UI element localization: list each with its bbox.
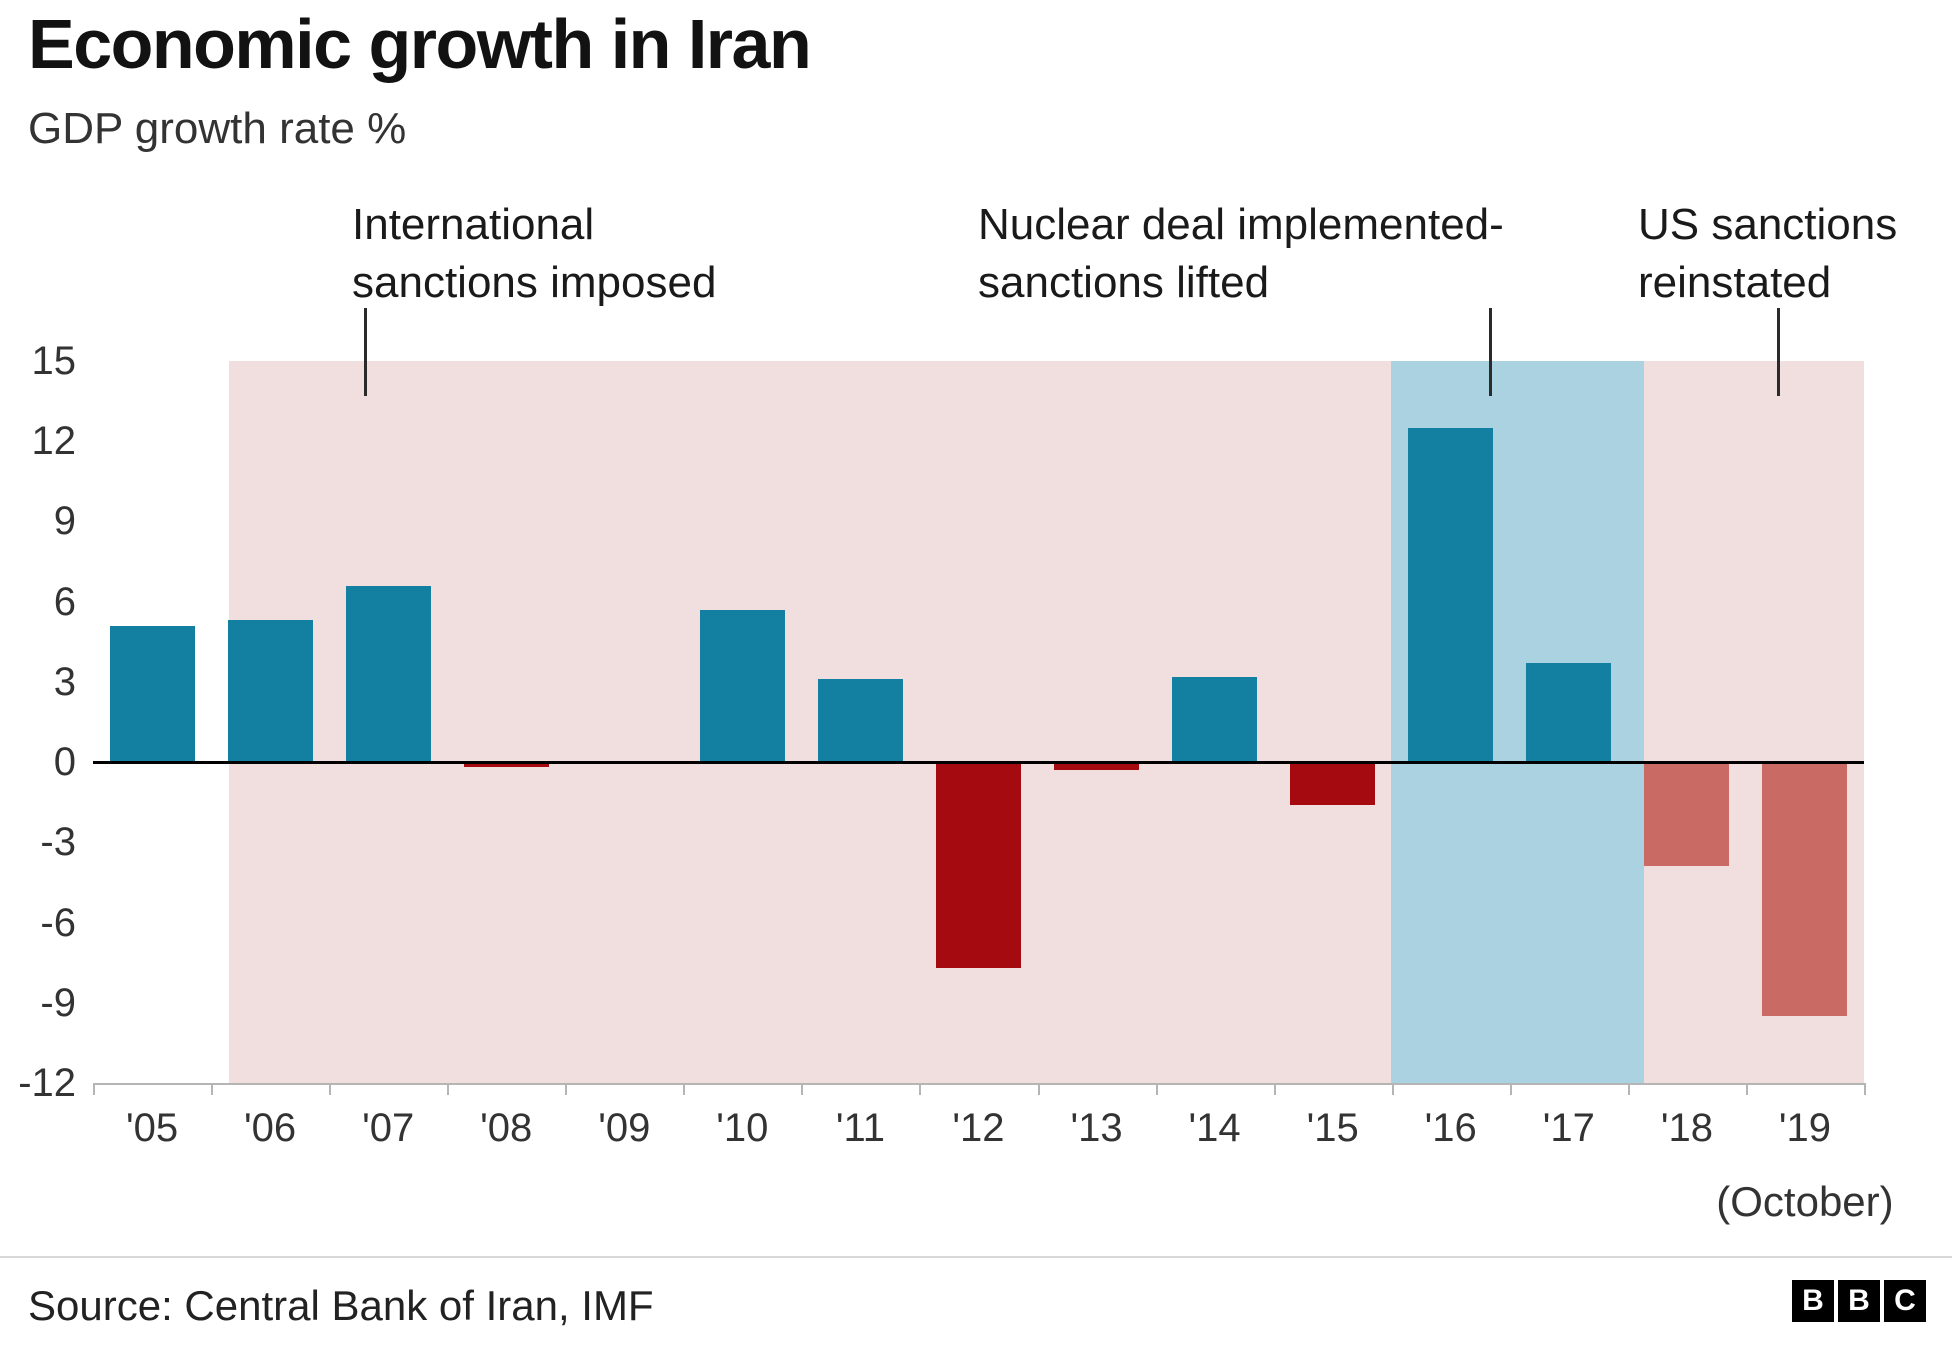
bbc-logo-letter-c: C	[1884, 1280, 1926, 1322]
page-title: Economic growth in Iran	[28, 5, 812, 83]
bbc-logo-letter-b2: B	[1838, 1280, 1880, 1322]
annotation-text-line: sanctions imposed	[352, 258, 717, 307]
x-axis-tick	[801, 1083, 804, 1095]
annotation-text-0: International sanctions imposed	[352, 196, 716, 312]
y-tick-label-0: 0	[53, 740, 76, 785]
y-tick-label--6: -6	[40, 900, 76, 945]
bbc-logo-letter-b1: B	[1792, 1280, 1834, 1322]
bar-07	[345, 585, 431, 763]
bar-13	[1054, 762, 1140, 771]
footer-divider	[0, 1256, 1952, 1258]
x-tick-label-16: '16	[1424, 1106, 1477, 1150]
zero-axis-line	[93, 760, 1864, 764]
annotation-text-line: Nuclear deal implemented-	[978, 200, 1504, 249]
annotation-text-1: Nuclear deal implemented-sanctions lifte…	[978, 196, 1504, 312]
annotation-text-line: sanctions lifted	[978, 258, 1270, 307]
bar-05	[109, 625, 195, 763]
x-axis-tick	[1627, 1083, 1630, 1095]
y-tick-label--9: -9	[40, 980, 76, 1025]
x-tick-label-08: '08	[480, 1106, 533, 1150]
x-axis-tick	[1037, 1083, 1040, 1095]
x-tick-label-11: '11	[835, 1106, 885, 1150]
bar-14	[1172, 676, 1258, 763]
bar-08	[463, 762, 549, 768]
annotation-text-line: US sanctions	[1638, 200, 1898, 249]
annotation-text-line: International	[352, 200, 595, 249]
x-axis-tick	[1391, 1083, 1394, 1095]
x-axis-tick	[1745, 1083, 1748, 1095]
x-tick-label-09: '09	[598, 1106, 651, 1150]
x-axis-note: (October)	[1716, 1178, 1894, 1225]
bar-11	[817, 679, 903, 763]
annotation-text-line: reinstated	[1638, 258, 1832, 307]
source-text: Source: Central Bank of Iran, IMF	[28, 1282, 654, 1329]
bar-06	[227, 620, 313, 763]
x-axis-tick	[919, 1083, 922, 1095]
x-tick-label-10: '10	[716, 1106, 769, 1150]
y-tick-label--3: -3	[40, 820, 76, 865]
x-tick-label-19: '19	[1778, 1106, 1832, 1150]
annotation-line-0	[364, 308, 367, 396]
x-axis-tick	[329, 1083, 332, 1095]
x-axis-tick	[1273, 1083, 1276, 1095]
x-tick-label-17: '17	[1542, 1106, 1595, 1150]
x-axis-tick	[565, 1083, 568, 1095]
x-tick-label-13: '13	[1070, 1106, 1123, 1150]
y-tick-label-12: 12	[31, 419, 77, 464]
bar-12	[936, 762, 1021, 968]
annotation-line-1	[1489, 308, 1492, 396]
bar-10	[699, 609, 785, 763]
x-axis-line	[93, 1083, 1864, 1085]
x-tick-label-18: '18	[1660, 1106, 1713, 1150]
x-tick-label-05: '05	[125, 1106, 179, 1150]
x-tick-label-07: '07	[362, 1106, 415, 1150]
y-tick-label--12: -12	[18, 1061, 76, 1105]
y-tick-label-6: 6	[53, 579, 76, 624]
x-axis-tick	[1509, 1083, 1512, 1095]
page-subtitle: GDP growth rate %	[28, 104, 407, 153]
bar-16	[1408, 427, 1494, 763]
y-tick-label-3: 3	[53, 659, 76, 704]
x-axis-tick	[93, 1083, 95, 1095]
x-axis-tick	[1864, 1083, 1866, 1095]
annotation-line-2	[1777, 308, 1780, 396]
x-tick-label-12: '12	[952, 1106, 1005, 1150]
bbc-logo: B B C	[1792, 1280, 1926, 1322]
x-axis-tick	[683, 1083, 686, 1095]
bar-18	[1644, 762, 1730, 867]
bar-19	[1762, 762, 1848, 1017]
x-axis-tick	[1155, 1083, 1158, 1095]
x-tick-label-14: '14	[1188, 1106, 1241, 1150]
x-axis-tick	[447, 1083, 450, 1095]
x-tick-label-15: '15	[1306, 1106, 1359, 1150]
bar-17	[1526, 663, 1612, 763]
y-tick-label-9: 9	[53, 499, 76, 544]
bar-15	[1290, 762, 1376, 805]
annotation-text-2: US sanctions reinstated	[1638, 196, 1897, 312]
y-tick-label-15: 15	[31, 339, 77, 383]
x-tick-label-06: '06	[244, 1106, 297, 1150]
x-axis-tick	[211, 1083, 214, 1095]
